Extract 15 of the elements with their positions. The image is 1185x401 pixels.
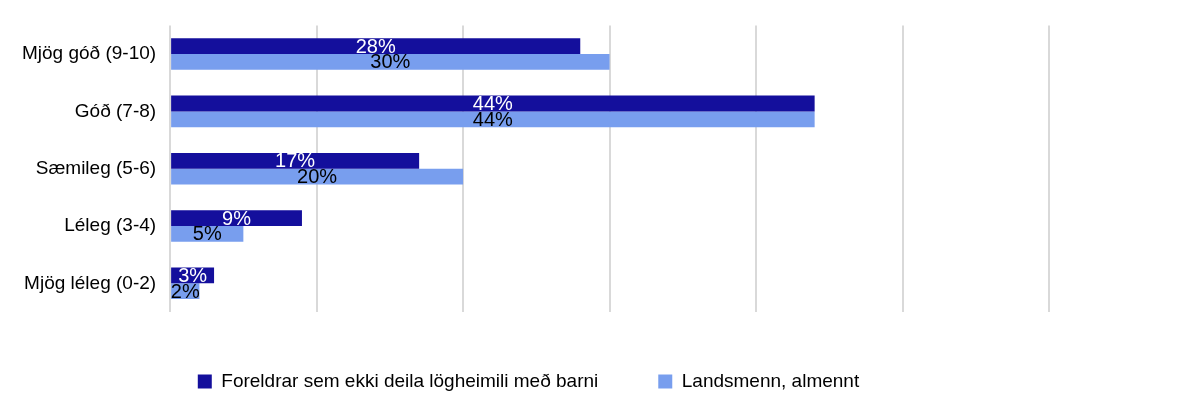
bar (171, 54, 610, 70)
y-tick-label: Léleg (3-4) (64, 214, 157, 236)
bar (171, 210, 302, 227)
bar (171, 38, 581, 55)
legend-label: Foreldrar sem ekki deila lögheimili með barni (221, 369, 599, 391)
data-label: 9% (222, 206, 252, 229)
y-tick-label: Góð (7-8) (74, 99, 157, 121)
y-tick-label: Mjög góð (9-10) (22, 42, 157, 64)
y-tick-label: Mjög léleg (0-2) (24, 271, 157, 293)
legend-label: Landsmenn, almennt (681, 369, 860, 391)
bar (171, 152, 420, 169)
y-tick-label: Sæmileg (5-6) (35, 156, 157, 178)
bar (171, 111, 815, 128)
data-label: 5% (192, 222, 222, 245)
bar (171, 95, 815, 112)
